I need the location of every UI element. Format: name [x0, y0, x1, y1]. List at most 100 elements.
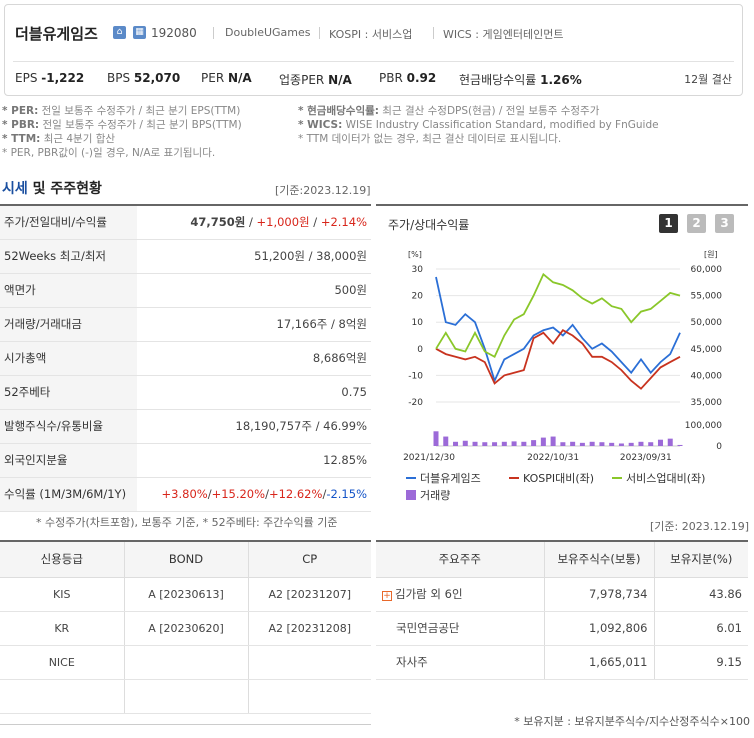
table-row: NICE: [0, 645, 371, 680]
volume-bar: [462, 440, 468, 446]
table-row: 52주베타 0.75: [0, 375, 371, 410]
english-name: DoubleUGames: [225, 26, 311, 39]
stock-code: 192080: [151, 26, 197, 40]
dividend-yield: 현금배당수익률 1.26%: [459, 73, 582, 87]
left-axis-unit: [%]: [408, 250, 422, 259]
left-tick-label: -20: [408, 398, 423, 408]
kospi-sector: KOSPI : 서비스업: [329, 28, 413, 41]
left-tick-label: -10: [408, 371, 423, 381]
right-tick-label: 35,000: [691, 398, 723, 408]
right-axis-unit: [원]: [704, 250, 718, 259]
chart-page-2-button[interactable]: 2: [687, 214, 706, 233]
holder-name: 자사주: [376, 645, 545, 680]
settlement-month: 12월 결산: [684, 73, 732, 86]
holder-name: 김가람 외 6인: [395, 587, 463, 601]
series-line-2: [435, 272, 681, 359]
volume-bar: [511, 441, 517, 446]
volume-bar: [501, 441, 507, 446]
table-row: 수익률 (1M/3M/6M/1Y) +3.80%/+15.20%/+12.62%…: [0, 477, 371, 512]
volume-bar: [579, 442, 585, 446]
volume-bar: [531, 440, 537, 446]
volume-bar: [599, 442, 605, 446]
price-ref-date: [기준:2023.12.19]: [275, 184, 371, 197]
volume-bar: [472, 441, 478, 446]
notes-right: * 현금배당수익률: 최근 결산 수정DPS(현금) / 전일 보통주 수정주가…: [298, 105, 659, 145]
volume-bar: [628, 442, 634, 446]
pct-header: 보유지분(%): [654, 540, 748, 578]
right-tick-label: 55,000: [691, 292, 723, 302]
series-line-0: [435, 276, 681, 384]
volume-bar: [609, 442, 615, 446]
credit-table: 신용등급 BOND CP KIS A [20230613] A2 [20231207…: [0, 540, 371, 714]
chart-icon[interactable]: ▦: [133, 26, 146, 39]
table-row: KR A [20230620] A2 [20231208]: [0, 611, 371, 646]
bond-header: BOND: [124, 540, 249, 578]
price-chart: [%] [원] 30 60,000 20 55,000 10 50,000 0 45,000 -10…: [403, 250, 723, 502]
volume-tick-label: 0: [716, 442, 722, 452]
table-row: 발행주식수/유통비율 18,190,757주 / 46.99%: [0, 409, 371, 444]
volume-bar: [677, 444, 683, 446]
x-tick-label: 2021/12/30: [403, 453, 455, 463]
eps-value: EPS -1,222: [15, 71, 85, 85]
volume-bar: [648, 442, 654, 446]
volume-bar: [443, 436, 449, 446]
volume-bar: [482, 442, 488, 446]
sector-per-value: 업종PER N/A: [279, 73, 352, 87]
wics-sector: WICS : 게임엔터테인먼트: [443, 28, 564, 41]
legend-label: 거래량: [420, 489, 450, 502]
legend-label: KOSPI대비(좌): [523, 472, 594, 485]
row-label: 주가/전일대비/수익률: [0, 204, 137, 240]
price-table: 주가/전일대비/수익률 47,750원 / +1,000원 / +2.14% 5…: [0, 204, 371, 512]
volume-bar: [550, 436, 556, 446]
per-value: PER N/A: [201, 71, 252, 85]
volume-bar: [453, 441, 459, 446]
price-change-value: 47,750원 / +1,000원 / +2.14%: [137, 204, 371, 240]
legend-swatch: [406, 490, 416, 500]
chart-title: 주가/상대수익률: [388, 218, 470, 232]
right-tick-label: 45,000: [691, 345, 723, 355]
left-tick-label: 30: [412, 265, 424, 275]
home-icon[interactable]: ⌂: [113, 26, 126, 39]
credit-header: 신용등급: [0, 540, 125, 578]
pbr-value: PBR 0.92: [379, 71, 437, 85]
holders-ref-date: [기준: 2023.12.19]: [650, 520, 750, 533]
table-row: 국민연금공단 1,092,806 6.01: [376, 611, 748, 646]
volume-bar: [657, 439, 663, 446]
holders-footnote: * 보유지분 : 보유지분주식수/지수산정주식수×100: [514, 715, 750, 728]
volume-bar: [433, 431, 439, 446]
x-tick-label: 2022/10/31: [527, 453, 579, 463]
notes-left: * PER: 전일 보통주 수정주가 / 최근 분기 EPS(TTM) * PB…: [2, 105, 242, 159]
shares-header: 보유주식수(보통): [544, 540, 655, 578]
table-row: KIS A [20230613] A2 [20231207]: [0, 577, 371, 612]
right-tick-label: 40,000: [691, 371, 723, 381]
volume-bar: [667, 438, 673, 446]
holder-name: 국민연금공단: [376, 611, 545, 646]
company-name: 더블유게임즈: [15, 25, 98, 43]
volume-tick-label: 100,000: [685, 421, 722, 431]
holder-header: 주요주주: [376, 540, 545, 578]
cp-header: CP: [248, 540, 371, 578]
volume-bar: [570, 441, 576, 446]
table-row: 시가총액 8,686억원: [0, 341, 371, 376]
volume-bar: [618, 443, 624, 446]
expand-icon[interactable]: +: [382, 591, 392, 601]
volume-bar: [540, 437, 546, 446]
returns-value: +3.80%/+15.20%/+12.62%/-2.15%: [137, 477, 371, 512]
left-tick-label: 20: [412, 292, 424, 302]
table-row: 자사주 1,665,011 9.15: [376, 645, 748, 680]
left-tick-label: 0: [417, 345, 423, 355]
table-row: 52Weeks 최고/최저 51,200원 / 38,000원: [0, 239, 371, 274]
price-footnote: * 수정주가(차트포함), 보통주 기준, * 52주베타: 주간수익률 기준: [36, 516, 338, 529]
shareholders-table: 주요주주 보유주식수(보통) 보유지분(%) + 김가람 외 6인 7,978,7…: [376, 540, 748, 680]
stock-header: 더블유게임즈 ⌂ ▦ 192080 DoubleUGames KOSPI : 서…: [4, 4, 743, 96]
table-row: 외국인지분율 12.85%: [0, 443, 371, 478]
chart-page-1-button[interactable]: 1: [659, 214, 678, 233]
chart-page-3-button[interactable]: 3: [715, 214, 734, 233]
chart-panel: 주가/상대수익률 1 2 3 [%] [원] 30 60,000 20 55,000 10 5…: [376, 204, 748, 510]
volume-bar: [521, 441, 527, 446]
section-title: 시세 및 주주현황: [2, 181, 102, 197]
left-tick-label: 10: [412, 318, 424, 328]
table-row: 주가/전일대비/수익률 47,750원 / +1,000원 / +2.14%: [0, 204, 371, 240]
right-tick-label: 50,000: [691, 318, 723, 328]
table-row: [0, 679, 371, 714]
